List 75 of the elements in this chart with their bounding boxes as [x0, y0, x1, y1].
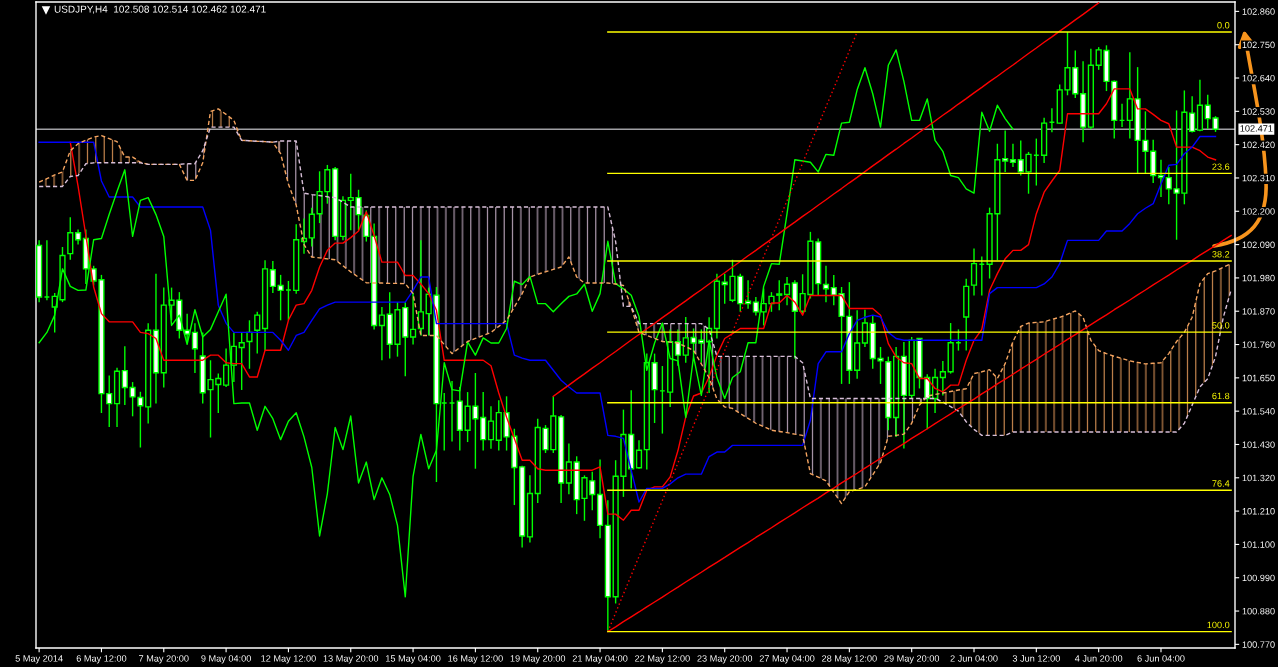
candlestick [635, 439, 643, 470]
y-tick-label: 101.320 [1242, 474, 1275, 482]
candlestick [238, 331, 245, 391]
x-tick-label: 22 May 12:00 [635, 655, 690, 664]
x-tick-label: 6 May 12:00 [76, 655, 127, 664]
y-tick-label: 102.090 [1242, 241, 1275, 248]
candlestick [970, 247, 978, 297]
candlestick [776, 279, 783, 312]
ref-line-label: 102.471 [1240, 125, 1273, 132]
series-label: 100.0 [1207, 621, 1230, 629]
y-tick-label: 102.310 [1242, 174, 1275, 182]
candlestick [409, 292, 417, 346]
x-tick-label: 27 May 04:00 [759, 655, 815, 664]
y-tick-label: 101.210 [1242, 508, 1275, 515]
x-tick-label: 2 Jun 04:00 [950, 655, 998, 662]
x-tick-label: 28 May 12:00 [822, 655, 877, 664]
y-tick-label: 102.860 [1242, 8, 1275, 15]
y-tick-label: 102.640 [1242, 74, 1275, 82]
candlestick [269, 260, 276, 294]
candlestick [67, 216, 74, 261]
candlestick [1009, 143, 1017, 168]
candlestick [565, 442, 572, 495]
y-tick-label: 100.880 [1242, 607, 1275, 615]
candlestick [246, 319, 253, 370]
candlestick [308, 206, 315, 248]
candlestick [222, 347, 230, 388]
x-tick-label: 13 May 20:00 [323, 655, 379, 664]
series-label: 76.4 [1212, 480, 1230, 487]
series-label: 0.0 [1217, 22, 1230, 29]
y-tick-label: 101.870 [1242, 308, 1275, 315]
x-tick-label: 19 May 20:00 [510, 655, 566, 664]
candlestick [1002, 129, 1009, 173]
y-tick-label: 100.990 [1242, 574, 1275, 582]
candlestick [277, 274, 284, 322]
y-tick-label: 102.420 [1242, 141, 1275, 149]
candlestick [254, 311, 261, 355]
x-tick-label: 16 May 12:00 [448, 655, 503, 664]
candlestick [1126, 51, 1133, 140]
candlestick [752, 296, 759, 317]
y-tick-label: 102.200 [1242, 208, 1275, 215]
candlestick [191, 322, 199, 374]
x-tick-label: 5 May 2014 [15, 655, 63, 664]
x-tick-label: 3 Jun 12:00 [1012, 655, 1060, 662]
x-tick-label: 6 Jun 04:00 [1137, 655, 1185, 662]
y-tick-label: 101.650 [1242, 374, 1275, 382]
series-label: 38.2 [1212, 250, 1230, 258]
y-tick-label: 102.530 [1242, 108, 1275, 115]
x-tick-label: 23 May 20:00 [697, 655, 753, 664]
candlestick [1189, 95, 1196, 134]
chart-title: USDJPY,H4 102.508 102.514 102.462 102.471 [54, 5, 266, 14]
x-tick-label: 7 May 20:00 [139, 655, 189, 664]
series-label: 61.8 [1212, 392, 1230, 400]
y-tick-label: 101.980 [1242, 274, 1275, 282]
x-tick-label: 15 May 04:00 [386, 655, 441, 664]
y-tick-label: 100.770 [1242, 641, 1275, 648]
series-label: 23.6 [1212, 163, 1230, 170]
x-tick-label: 12 May 12:00 [261, 655, 316, 664]
y-tick-label: 101.760 [1242, 341, 1275, 348]
y-tick-label: 101.100 [1242, 541, 1275, 548]
candlestick [417, 239, 424, 337]
x-tick-label: 4 Jun 20:00 [1074, 655, 1123, 662]
x-tick-label: 21 May 04:00 [572, 655, 628, 664]
candlestick [939, 360, 946, 397]
x-tick-label: 29 May 20:00 [884, 655, 940, 664]
y-tick-label: 102.750 [1242, 41, 1275, 49]
candlestick [861, 309, 869, 348]
candlestick [783, 276, 791, 306]
y-tick-label: 101.430 [1242, 441, 1275, 448]
candlestick [487, 405, 495, 450]
line-series [38, 49, 1014, 598]
y-tick-label: 101.540 [1242, 408, 1275, 415]
candlestick [378, 306, 386, 361]
x-tick-label: 9 May 04:00 [201, 655, 251, 664]
candlestick [822, 265, 830, 303]
candlestick [674, 328, 682, 367]
